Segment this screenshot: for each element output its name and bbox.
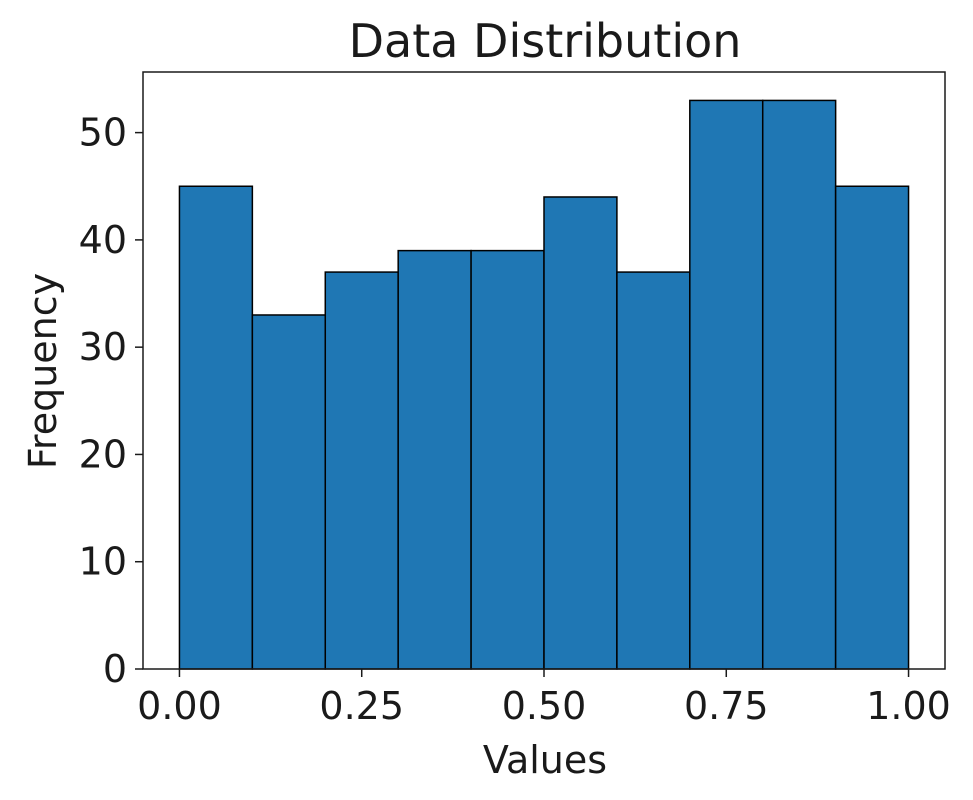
histogram-bar-6 [543, 196, 618, 670]
histogram-bar-2 [251, 314, 327, 670]
histogram-bar-4 [397, 249, 472, 670]
histogram-bar-7 [616, 271, 691, 670]
y-tick-label: 50 [79, 111, 127, 155]
chart-title: Data Distribution [349, 14, 742, 68]
y-tick-label: 0 [103, 647, 127, 691]
y-tick-label: 40 [79, 218, 127, 262]
y-axis-label: Frequency [21, 273, 65, 469]
x-tick-label: 0.00 [137, 684, 222, 728]
histogram-bar-10 [834, 185, 910, 670]
histogram-bar-9 [761, 99, 837, 670]
histogram-bar-1 [178, 185, 254, 670]
x-tick-label: 1.00 [866, 684, 951, 728]
y-axis-ticks: 0 10 20 30 40 50 [79, 111, 143, 691]
x-axis-ticks: 0.00 0.25 0.50 0.75 1.00 [137, 669, 951, 728]
histogram-bar-8 [689, 99, 764, 670]
histogram-bar-5 [470, 249, 545, 670]
x-tick-label: 0.25 [319, 684, 404, 728]
histogram-bar-3 [324, 271, 399, 670]
x-tick-label: 0.75 [684, 684, 769, 728]
y-tick-label: 20 [79, 432, 127, 476]
y-tick-label: 10 [79, 540, 127, 584]
y-tick-label: 30 [79, 325, 127, 369]
bars-group [178, 99, 910, 670]
x-axis-label: Values [483, 738, 607, 782]
x-tick-label: 0.50 [502, 684, 587, 728]
